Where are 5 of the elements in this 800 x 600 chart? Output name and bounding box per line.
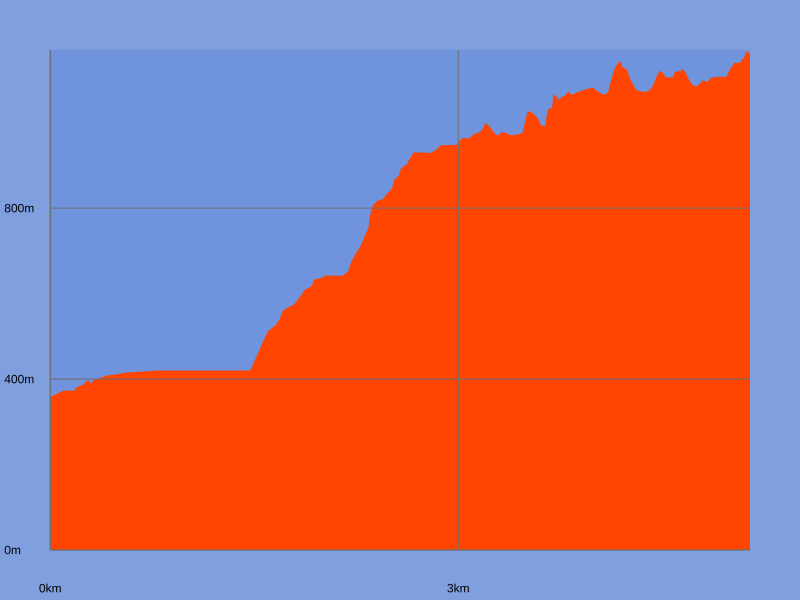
x-tick-label: 3km: [447, 584, 469, 592]
y-tick-label: 400m: [4, 374, 34, 384]
y-tick-label: 800m: [4, 204, 34, 212]
y-tick-label: 0m: [4, 546, 20, 554]
x-tick-label: 0km: [39, 584, 61, 592]
